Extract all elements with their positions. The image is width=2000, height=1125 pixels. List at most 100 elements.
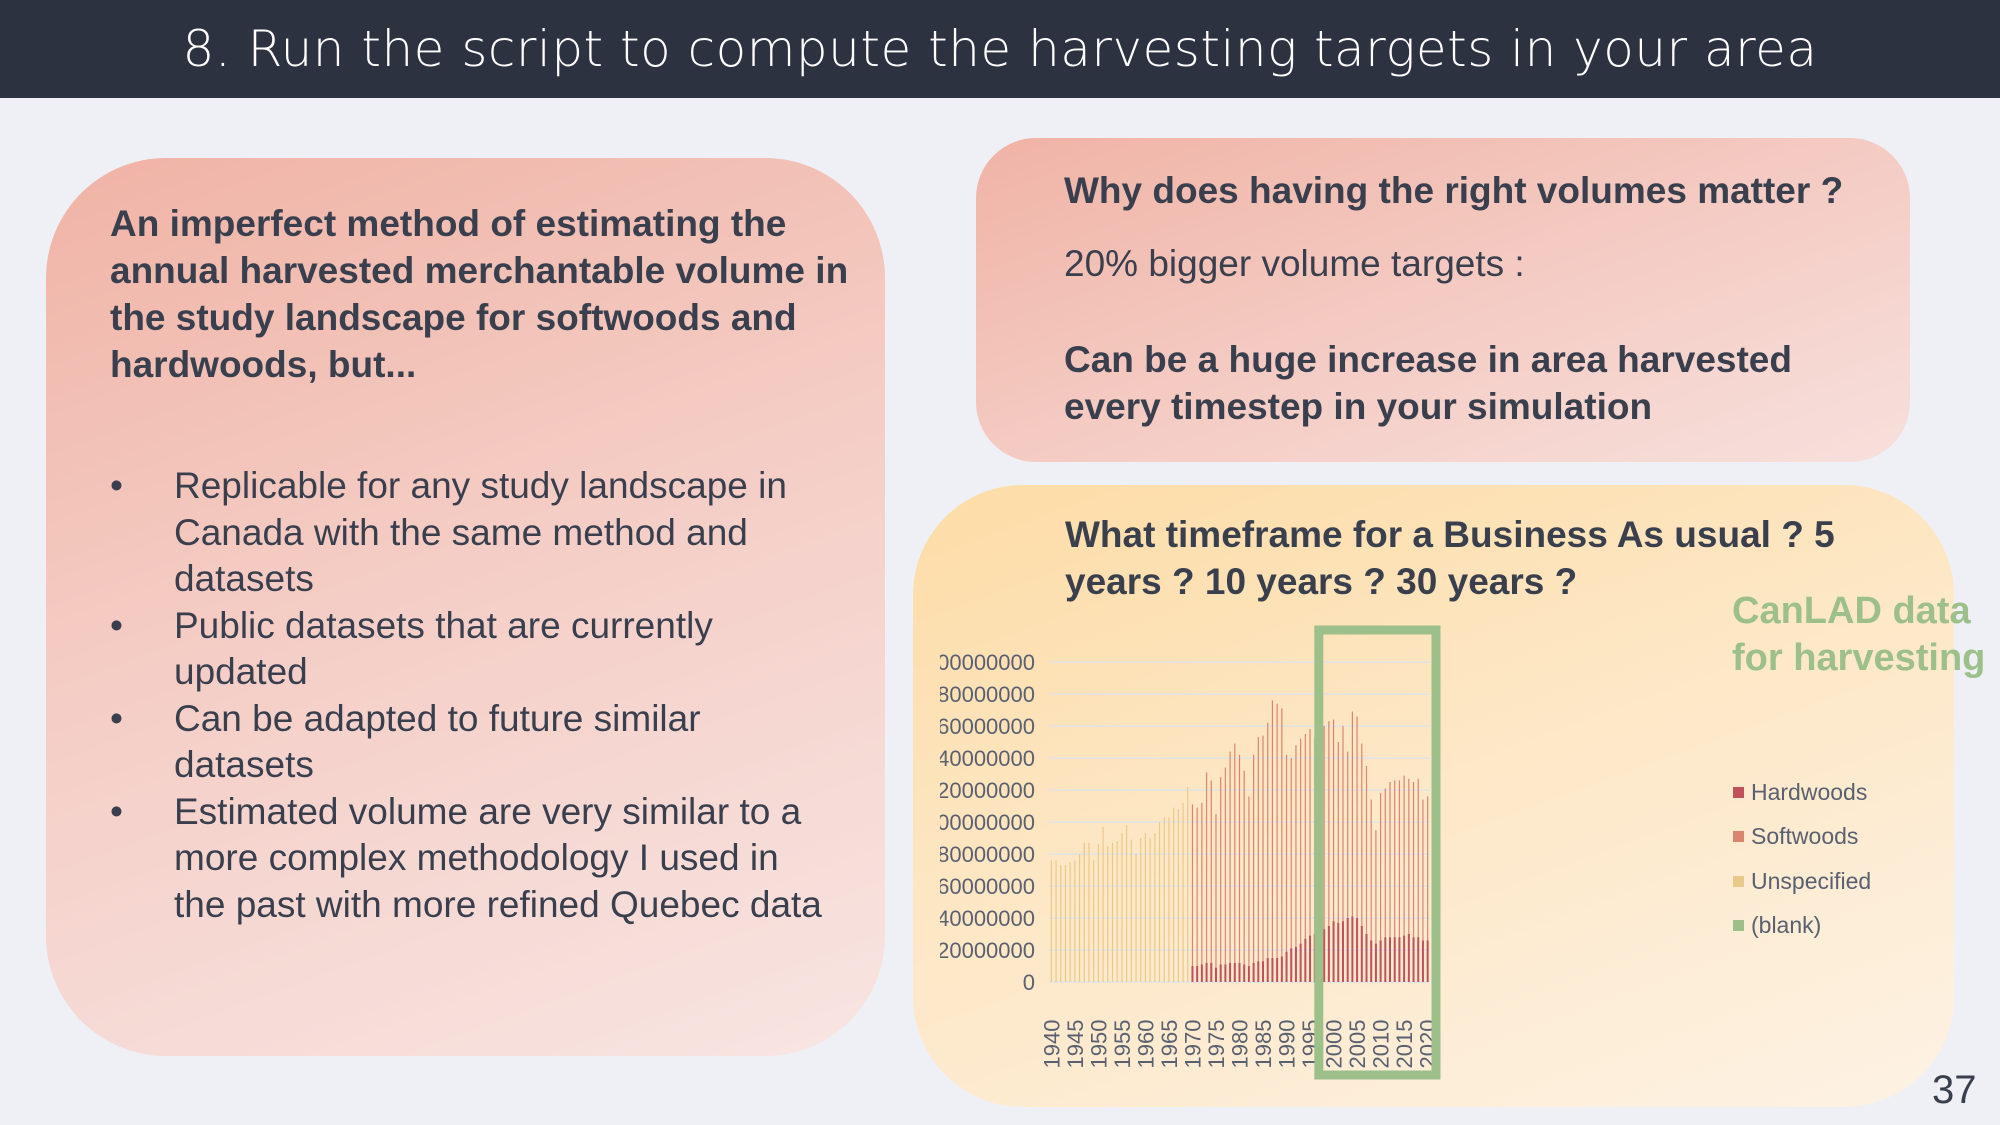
- bar-unspecified: [1097, 844, 1099, 982]
- bar-softwoods: [1285, 754, 1288, 952]
- bar-unspecified: [1187, 786, 1189, 982]
- x-tick-label: 1960: [1133, 1020, 1158, 1069]
- bar-hardwoods: [1294, 946, 1297, 982]
- bar-softwoods: [1380, 793, 1382, 941]
- bar-softwoods: [1248, 796, 1250, 966]
- harvest-volume-chart: 0 20000000 40000000 60000000 80000000 1000000…: [940, 625, 1441, 1080]
- bar-softwoods: [1262, 735, 1264, 962]
- legend-item-hardwoods: Hardwoods: [1733, 770, 1871, 815]
- bar-unspecified: [1107, 846, 1109, 982]
- bar-hardwoods: [1393, 937, 1396, 982]
- bullet-text: Estimated volume are very similar to a m…: [174, 790, 822, 925]
- bar-unspecified: [1055, 860, 1057, 982]
- legend-label: Softwoods: [1751, 823, 1859, 850]
- bar-unspecified: [1177, 809, 1179, 982]
- x-tick-label: 1990: [1275, 1020, 1300, 1069]
- bar-hardwoods: [1214, 967, 1217, 982]
- bar-hardwoods: [1233, 962, 1236, 982]
- volumes-panel: Why does having the right volumes matter…: [976, 138, 1910, 462]
- bar-softwoods: [1361, 743, 1363, 926]
- legend-item-unspecified: Unspecified: [1733, 859, 1871, 904]
- bar-softwoods: [1384, 788, 1386, 938]
- bar-hardwoods: [1360, 926, 1363, 982]
- bar-softwoods: [1337, 742, 1339, 923]
- x-tick-label: 1950: [1086, 1020, 1111, 1069]
- page-number: 37: [1932, 1068, 1977, 1112]
- legend-swatch: [1733, 920, 1744, 932]
- bar-softwoods: [1332, 719, 1335, 922]
- x-tick-label: 2010: [1369, 1020, 1394, 1069]
- list-item: • Public datasets that are currently upda…: [110, 603, 830, 696]
- bullet: •: [110, 604, 123, 646]
- volumes-point: 20% bigger volume targets :: [1064, 243, 1525, 284]
- x-tick-label: 1965: [1157, 1020, 1182, 1069]
- bar-unspecified: [1111, 842, 1114, 982]
- chart-legend: Hardwoods Softwoods Unspecified (blank): [1733, 770, 1871, 948]
- x-tick-label: 2005: [1345, 1020, 1370, 1069]
- bar-hardwoods: [1205, 962, 1208, 982]
- bar-softwoods: [1271, 700, 1274, 958]
- bar-hardwoods: [1337, 922, 1340, 982]
- bar-unspecified: [1074, 860, 1076, 982]
- y-tick-label: 160000000: [940, 714, 1035, 739]
- bar-softwoods: [1351, 711, 1353, 917]
- bullet-text: Public datasets that are currently updat…: [174, 604, 713, 693]
- bar-softwoods: [1281, 708, 1283, 957]
- bar-softwoods: [1328, 721, 1330, 926]
- bullet-text: Can be adapted to future similar dataset…: [174, 697, 701, 786]
- list-item: • Estimated volume are very similar to a …: [110, 789, 830, 929]
- bar-softwoods: [1427, 796, 1429, 941]
- y-tick-label: 40000000: [940, 906, 1035, 931]
- bar-unspecified: [1130, 839, 1132, 982]
- x-tick-label: 1970: [1180, 1020, 1205, 1069]
- bar-unspecified: [1060, 865, 1062, 982]
- bar-unspecified: [1168, 817, 1170, 982]
- bar-softwoods: [1375, 830, 1377, 944]
- bar-hardwoods: [1398, 937, 1401, 982]
- bar-hardwoods: [1299, 943, 1302, 982]
- bar-hardwoods: [1252, 962, 1255, 982]
- bar-softwoods: [1238, 754, 1241, 963]
- legend-label: (blank): [1751, 912, 1822, 939]
- bar-softwoods: [1403, 775, 1405, 936]
- bar-softwoods: [1215, 814, 1217, 968]
- bar-unspecified: [1182, 802, 1184, 982]
- bar-hardwoods: [1224, 964, 1227, 982]
- timeframe-question: What timeframe for a Business As usual ?…: [1065, 514, 1835, 602]
- bar-softwoods: [1267, 722, 1269, 958]
- bar-softwoods: [1304, 734, 1306, 939]
- bar-hardwoods: [1243, 964, 1246, 982]
- bar-hardwoods: [1323, 929, 1326, 982]
- bar-softwoods: [1412, 782, 1415, 938]
- y-tick-label: 180000000: [940, 682, 1035, 707]
- x-tick-label: 1940: [1039, 1020, 1064, 1069]
- bar-hardwoods: [1219, 964, 1222, 982]
- bar-hardwoods: [1238, 962, 1241, 982]
- bar-unspecified: [1102, 826, 1104, 982]
- bar-hardwoods: [1421, 940, 1424, 982]
- bar-hardwoods: [1210, 962, 1213, 982]
- method-summary-panel: An imperfect method of estimating the an…: [46, 158, 885, 1056]
- bar-unspecified: [1135, 854, 1137, 982]
- legend-label: Unspecified: [1751, 867, 1872, 894]
- bar-hardwoods: [1276, 958, 1279, 982]
- bar-unspecified: [1078, 854, 1081, 982]
- bar-unspecified: [1154, 833, 1156, 982]
- legend-item-softwoods: Softwoods: [1733, 815, 1871, 860]
- bar-unspecified: [1149, 838, 1151, 982]
- bar-hardwoods: [1407, 934, 1410, 982]
- volumes-question: Why does having the right volumes matter…: [1064, 170, 1844, 211]
- bar-unspecified: [1144, 833, 1147, 982]
- y-tick-label: 20000000: [940, 938, 1035, 963]
- bar-hardwoods: [1196, 966, 1199, 982]
- bar-softwoods: [1309, 729, 1311, 936]
- bar-softwoods: [1389, 782, 1391, 938]
- bar-hardwoods: [1374, 943, 1377, 982]
- bar-hardwoods: [1304, 938, 1307, 982]
- bar-unspecified: [1050, 860, 1052, 982]
- bar-hardwoods: [1271, 958, 1274, 982]
- bar-softwoods: [1417, 778, 1419, 938]
- legend-swatch: [1733, 875, 1744, 887]
- list-item: • Replicable for any study landscape in C…: [110, 463, 830, 603]
- bar-softwoods: [1196, 807, 1198, 966]
